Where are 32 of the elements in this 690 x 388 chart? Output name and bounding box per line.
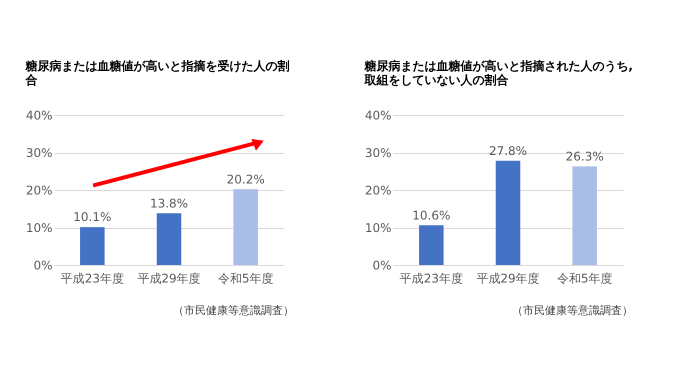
x-tick-label: 平成29年度 (476, 272, 540, 286)
y-tick-label: 20% (26, 184, 52, 198)
x-tick-label: 平成29年度 (137, 272, 201, 286)
bar (156, 213, 182, 265)
data-label: 26.3% (566, 149, 604, 164)
x-tick-label: 令和5年度 (556, 272, 612, 286)
y-tick-label: 10% (364, 221, 392, 235)
data-label: 20.2% (226, 172, 265, 186)
y-tick-label: 30% (26, 146, 52, 160)
bar (419, 225, 444, 265)
chart-title: 糖尿病または血糖値が高いと指摘を受けた人の割合 (24, 59, 290, 87)
bar (572, 166, 597, 265)
data-label: 10.1% (73, 210, 112, 224)
y-tick-label: 40% (26, 108, 52, 122)
y-tick-label: 0% (372, 258, 392, 272)
text: （市民健康等意識調査） (173, 304, 294, 317)
y-tick-label: 0% (33, 258, 52, 272)
y-tick-label: 10% (26, 221, 52, 235)
bar (80, 227, 105, 265)
x-tick-label: 平成23年度 (60, 272, 124, 286)
y-tick-label: 30% (364, 146, 392, 160)
y-tick-label: 20% (364, 184, 392, 198)
data-label: 27.8% (488, 144, 528, 158)
bar (496, 160, 520, 265)
y-tick-label: 40% (364, 108, 392, 122)
x-tick-label: 令和5年度 (218, 272, 274, 286)
text: （市民健康等意識調査） (512, 304, 633, 317)
data-label: 13.8% (150, 196, 188, 210)
x-tick-label: 平成23年度 (400, 272, 463, 286)
data-label: 10.6% (412, 208, 450, 222)
chart-title: 糖尿病または血糖値が高いと指摘された人のうち,取組をしていない人の割合 (363, 59, 633, 87)
bar (233, 189, 258, 265)
